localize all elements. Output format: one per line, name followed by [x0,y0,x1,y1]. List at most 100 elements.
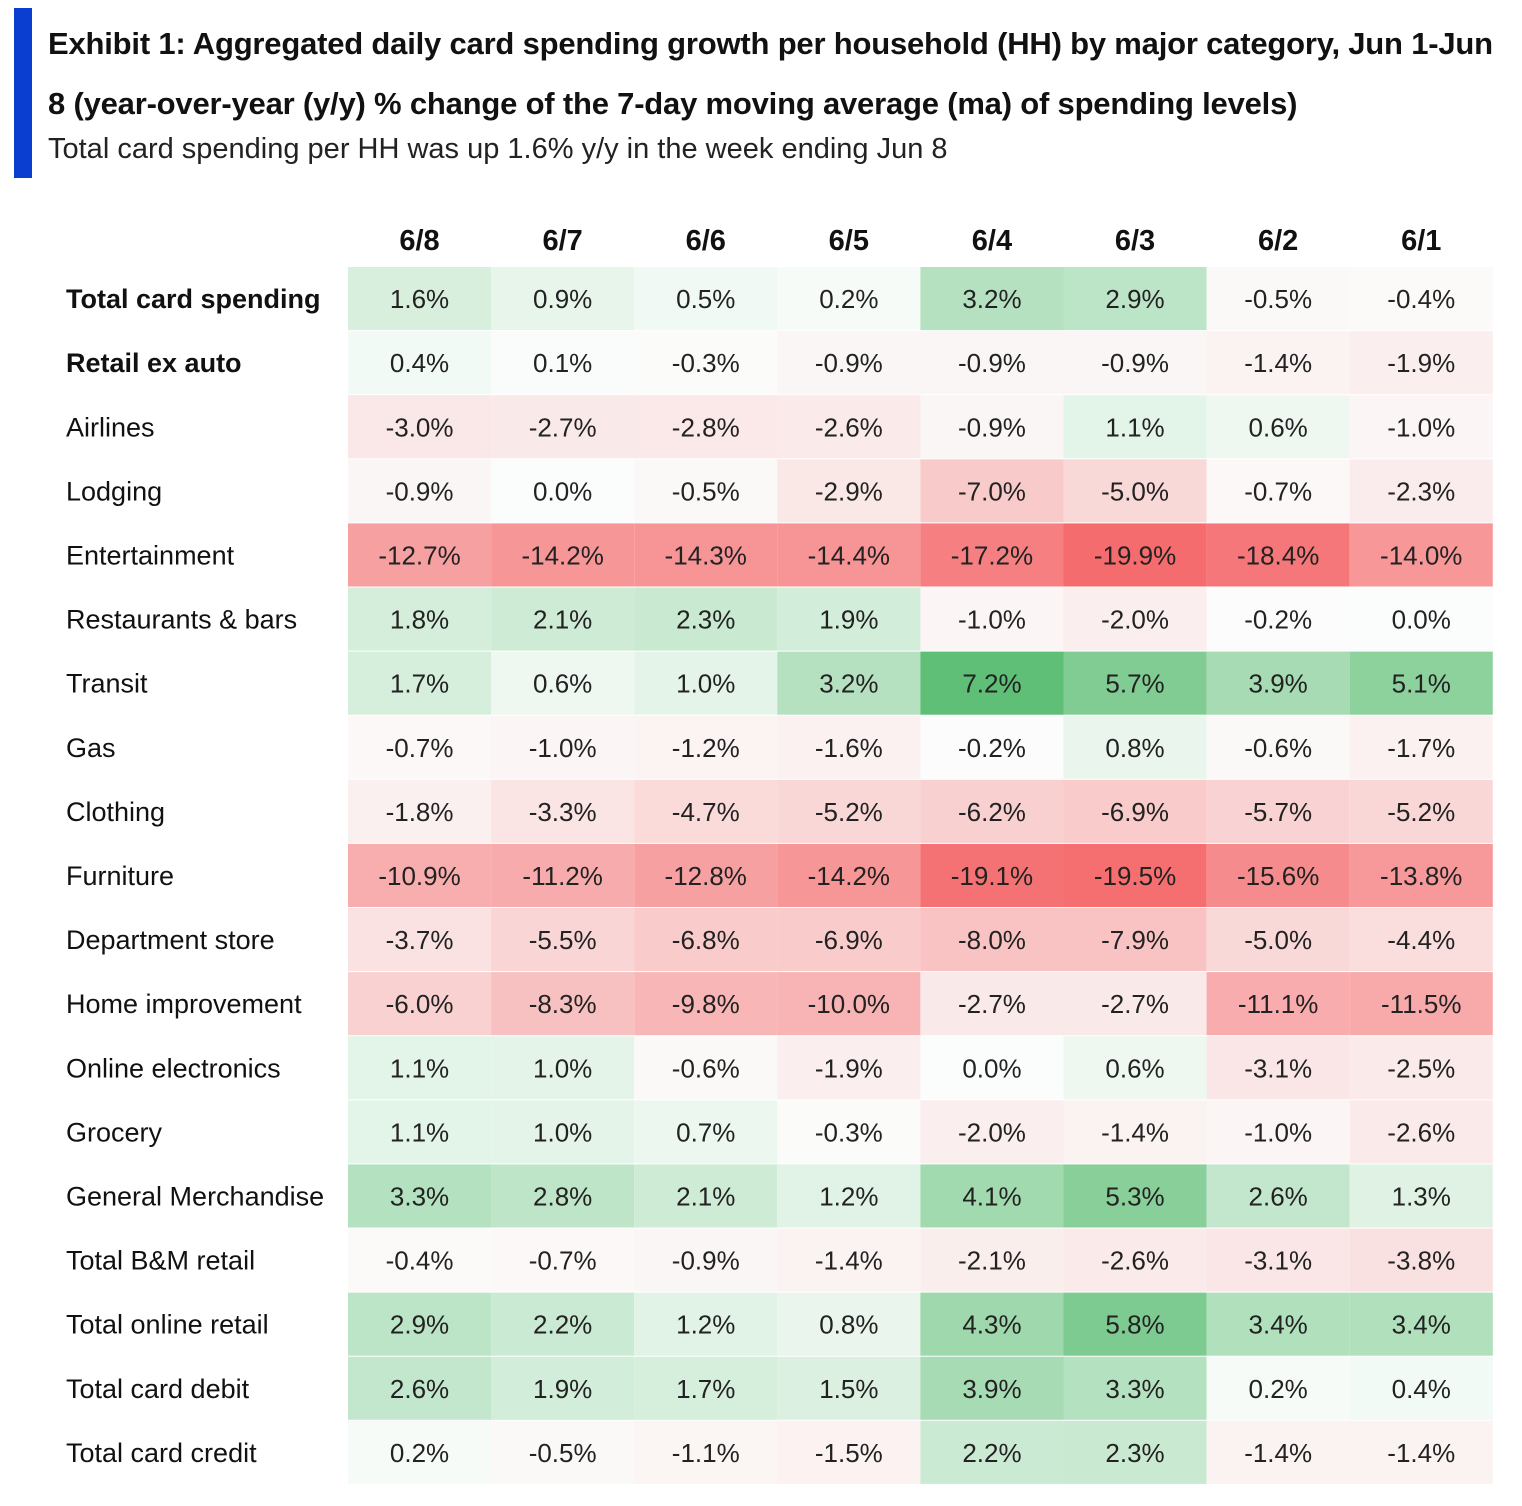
cell-value-label: -2.9% [815,476,883,506]
cell-value-label: 3.2% [962,284,1021,314]
heatmap-cell [1206,1292,1350,1356]
cell-value-label: -1.7% [1387,733,1455,763]
cell-value-label: -3.3% [529,797,597,827]
cell-value-label: 3.9% [962,1374,1021,1404]
heatmap-cell [634,1420,778,1484]
cell-value-label: 0.0% [533,476,592,506]
cell-value-label: -1.4% [815,1246,883,1276]
heatmap-cell [920,1228,1064,1292]
cell-value-label: 1.2% [676,1310,735,1340]
heatmap-cell [1063,331,1207,395]
cell-value-label: 2.2% [533,1310,592,1340]
cell-value-label: 3.4% [1392,1310,1451,1340]
heatmap-cell [1349,459,1493,523]
heatmap-cell [777,1164,921,1228]
heatmap-cell [1349,587,1493,651]
heatmap-cell [634,267,778,331]
heatmap-cell [348,587,492,651]
cell-value-label: -11.5% [1381,989,1461,1019]
cell-value-label: 5.7% [1105,669,1164,699]
heatmap-cell [348,459,492,523]
heatmap-cell [1349,972,1493,1036]
heatmap-cell [1349,1164,1493,1228]
heatmap-cell [491,715,635,779]
cell-value-label: 3.9% [1249,669,1308,699]
cell-value-label: -0.9% [958,348,1026,378]
heatmap-cell [491,1420,635,1484]
cell-value-label: -6.2% [958,797,1026,827]
heatmap-cell [1063,908,1207,972]
heatmap-cell [1063,459,1207,523]
heatmap-cell [920,1292,1064,1356]
row-label: Transit [66,669,148,699]
cell-value-label: -0.3% [672,348,740,378]
heatmap-cell [1349,908,1493,972]
cell-value-label: -14.3% [665,540,747,570]
heatmap-cell [491,1292,635,1356]
cell-value-label: 1.0% [533,1117,592,1147]
heatmap-cell [1063,587,1207,651]
heatmap-cell [1206,1036,1350,1100]
column-header: 6/2 [1258,225,1298,257]
cell-value-label: -0.6% [672,1053,740,1083]
cell-value-label: -0.9% [958,412,1026,442]
cell-value-label: -3.0% [386,412,454,442]
cell-value-label: -11.2% [522,861,602,891]
cell-value-label: -10.0% [808,989,890,1019]
heatmap-cell [777,715,921,779]
heatmap-cell [491,1100,635,1164]
heatmap-cell [634,523,778,587]
row-label: Lodging [66,476,162,506]
cell-value-label: 1.0% [676,669,735,699]
heatmap-cell [1063,1420,1207,1484]
heatmap-cell [777,459,921,523]
heatmap-cell [634,459,778,523]
cell-value-label: -0.7% [529,1246,597,1276]
cell-value-label: -11.1% [1238,989,1318,1019]
row-label: Clothing [66,797,165,827]
cell-value-label: -6.9% [815,925,883,955]
heatmap-cell [1349,523,1493,587]
heatmap-cell [491,843,635,907]
heatmap-cell [920,1356,1064,1420]
heatmap-cell [634,1100,778,1164]
heatmap-cell [1349,1036,1493,1100]
heatmap-cell [1349,331,1493,395]
cell-value-label: 0.1% [533,348,592,378]
cell-value-label: 0.6% [1105,1053,1164,1083]
heatmap-cell [1206,779,1350,843]
heatmap-cell [491,1036,635,1100]
heatmap-cell [634,1292,778,1356]
cell-value-label: 1.2% [819,1181,878,1211]
row-label: Furniture [66,861,174,891]
heatmap-cell [634,1036,778,1100]
cell-value-label: -1.0% [529,733,597,763]
cell-value-label: -5.0% [1101,476,1169,506]
heatmap-cell [1063,395,1207,459]
heatmap-cell [348,1036,492,1100]
row-label: Online electronics [66,1053,281,1083]
heatmap-cell [1063,1292,1207,1356]
cell-value-label: -12.8% [665,861,747,891]
heatmap-cell [1063,715,1207,779]
heatmap-cell [634,908,778,972]
heatmap-cell [491,459,635,523]
row-label: Gas [66,733,116,763]
cell-value-label: -1.0% [958,605,1026,635]
heatmap-cell [348,908,492,972]
cell-value-label: 2.3% [1105,1438,1164,1468]
heatmap-cell [491,523,635,587]
heatmap-cell [491,779,635,843]
heatmap-cell [1206,587,1350,651]
row-label: General Merchandise [66,1181,324,1211]
heatmap-cell [634,587,778,651]
column-header: 6/6 [686,225,726,257]
cell-value-label: 7.2% [962,669,1021,699]
cell-value-label: -9.8% [672,989,740,1019]
cell-value-label: -1.4% [1387,1438,1455,1468]
cell-value-label: 2.9% [390,1310,449,1340]
heatmap-cell [491,972,635,1036]
cell-value-label: 2.6% [390,1374,449,1404]
cell-value-label: 0.6% [533,669,592,699]
header-accent-bar [14,8,32,178]
